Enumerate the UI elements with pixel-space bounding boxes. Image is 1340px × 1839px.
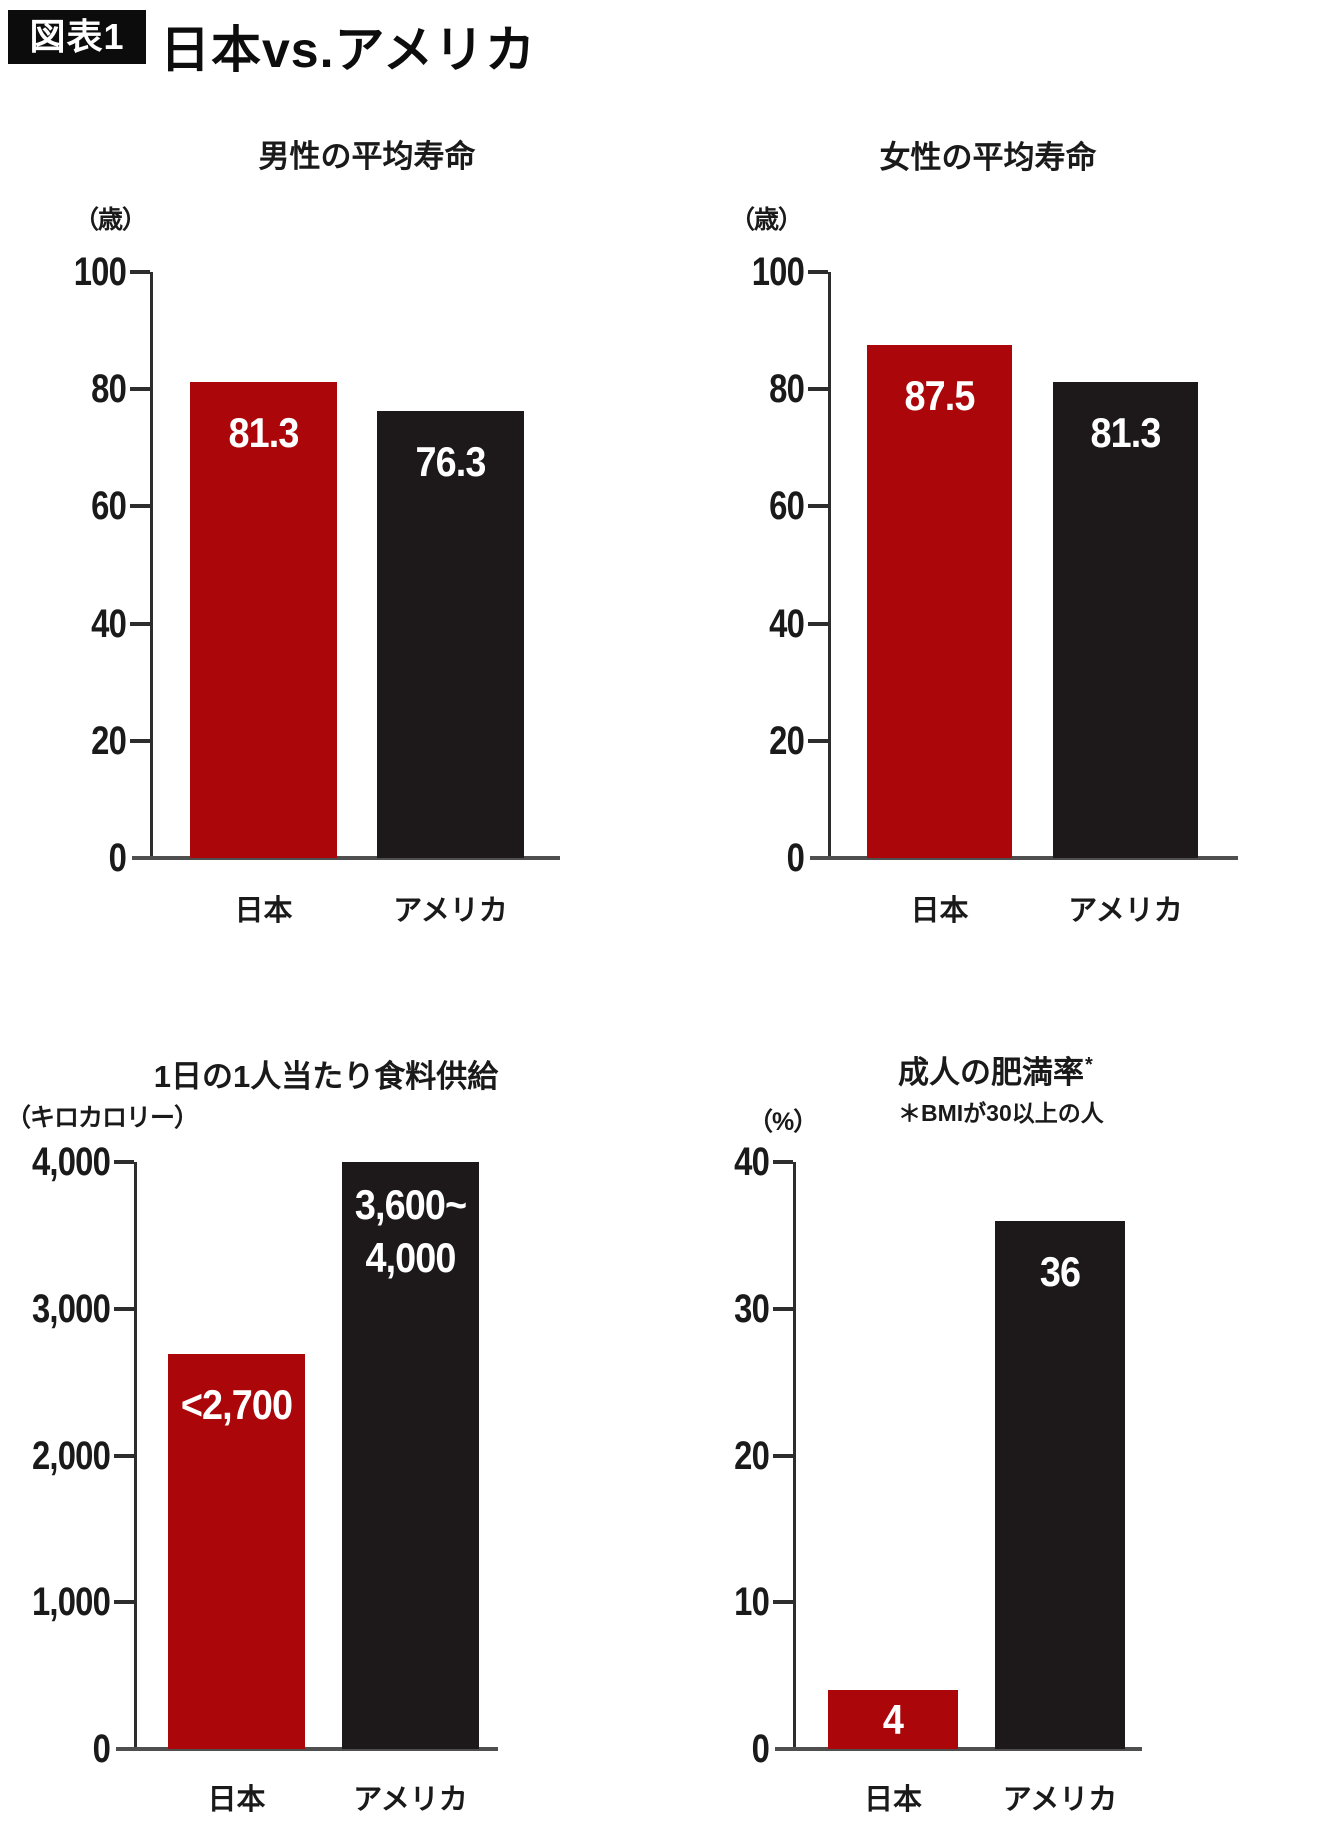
y-axis-tick-label: 1,000 [32, 1580, 111, 1625]
y-axis-tick-label: 3,000 [32, 1286, 111, 1331]
x-axis-line [116, 1747, 498, 1751]
y-axis-tick [130, 387, 150, 392]
bar-japan-value-label: 81.3 [228, 408, 300, 456]
y-axis-tick-label: 60 [769, 484, 805, 529]
bar-japan [867, 345, 1012, 858]
y-axis-tick-label: 0 [92, 1727, 111, 1771]
x-category-label-usa: アメリカ [1002, 1784, 1118, 1816]
y-axis-tick-label: 0 [108, 836, 127, 880]
y-axis-line [793, 1162, 796, 1751]
page-title: 日本vs.アメリカ [160, 22, 537, 78]
y-axis-tick [114, 1600, 134, 1605]
bar-japan [168, 1354, 305, 1749]
y-axis-tick-label: 60 [91, 484, 127, 529]
y-axis-tick [808, 621, 828, 626]
chart-title: 男性の平均寿命 [258, 139, 476, 174]
bar-usa [1053, 381, 1198, 858]
y-axis-tick [808, 270, 828, 274]
y-axis-tick [773, 1600, 793, 1605]
y-axis-tick-label: 10 [734, 1580, 770, 1625]
bar-usa-value-label: 3,600~ 4,000 [326, 1178, 494, 1284]
y-axis-tick [130, 270, 150, 274]
x-category-label-japan: 日本 [910, 895, 969, 927]
y-axis-tick [808, 504, 828, 509]
y-axis-tick-label: 100 [73, 250, 127, 294]
x-axis-line [775, 1747, 1142, 1751]
y-axis-tick [773, 1160, 793, 1164]
bar-usa-value-label: 36 [1039, 1247, 1081, 1295]
figure-badge: 図表1 [8, 10, 146, 64]
y-axis-tick-label: 80 [91, 367, 127, 412]
x-category-label-japan: 日本 [234, 895, 293, 927]
y-axis-tick [130, 504, 150, 509]
y-axis-line [134, 1162, 137, 1751]
bar-japan [190, 381, 337, 858]
y-axis-tick-label: 20 [91, 718, 127, 763]
y-axis-tick-label: 40 [769, 601, 805, 646]
y-axis-tick-label: 30 [734, 1286, 770, 1331]
y-axis-tick-label: 20 [734, 1433, 770, 1478]
x-category-label-japan: 日本 [207, 1784, 266, 1816]
chart-title: 成人の肥満率* [898, 1054, 1093, 1090]
y-axis-tick [130, 621, 150, 626]
y-axis-tick [773, 1306, 793, 1311]
y-axis-tick-label: 80 [769, 367, 805, 412]
x-category-label-usa: アメリカ [353, 1784, 468, 1816]
y-axis-line [828, 272, 831, 860]
chart-title: 女性の平均寿命 [879, 140, 1097, 175]
y-axis-tick [130, 738, 150, 743]
bar-value-line: 4,000 [365, 1234, 456, 1281]
y-axis-tick-label: 40 [734, 1140, 770, 1184]
bar-japan-value-label: <2,700 [180, 1381, 293, 1429]
bar-usa [342, 1162, 479, 1749]
bar-japan-value-label: 4 [882, 1695, 904, 1743]
y-axis-unit-label: （%） [748, 1108, 818, 1136]
x-category-label-usa: アメリカ [393, 895, 508, 927]
y-axis-tick [114, 1160, 134, 1164]
bar-usa [377, 410, 524, 858]
y-axis-tick [114, 1453, 134, 1458]
bar-usa [995, 1220, 1125, 1749]
y-axis-tick [773, 1453, 793, 1458]
x-category-label-japan: 日本 [863, 1784, 922, 1816]
bar-japan-value-label: 87.5 [904, 372, 976, 420]
x-category-label-usa: アメリカ [1068, 895, 1183, 927]
y-axis-tick-label: 100 [751, 250, 805, 294]
x-axis-line [810, 856, 1238, 860]
y-axis-tick-label: 0 [751, 1727, 770, 1771]
bar-value-line: 3,600~ [354, 1181, 467, 1228]
y-axis-tick-label: 2,000 [32, 1433, 111, 1478]
y-axis-tick-label: 0 [786, 836, 805, 880]
y-axis-tick-label: 4,000 [32, 1140, 111, 1184]
x-axis-line [132, 856, 560, 860]
y-axis-tick [808, 738, 828, 743]
y-axis-tick [114, 1306, 134, 1311]
bar-usa-value-label: 81.3 [1090, 408, 1162, 456]
chart-title-asterisk: * [1085, 1054, 1093, 1076]
bar-japan [828, 1690, 958, 1749]
y-axis-tick-label: 20 [769, 718, 805, 763]
y-axis-tick [808, 387, 828, 392]
bar-usa-value-label: 76.3 [415, 437, 487, 485]
y-axis-unit-label: （歳） [74, 206, 147, 234]
y-axis-unit-label: （歳） [730, 206, 803, 234]
y-axis-line [150, 272, 153, 860]
y-axis-unit-label: （キロカロリー） [6, 1104, 199, 1132]
y-axis-tick-label: 40 [91, 601, 127, 646]
chart-subtitle: ＊BMIが30以上の人 [898, 1100, 1104, 1126]
chart-title: 1日の1人当たり食料供給 [153, 1059, 499, 1094]
